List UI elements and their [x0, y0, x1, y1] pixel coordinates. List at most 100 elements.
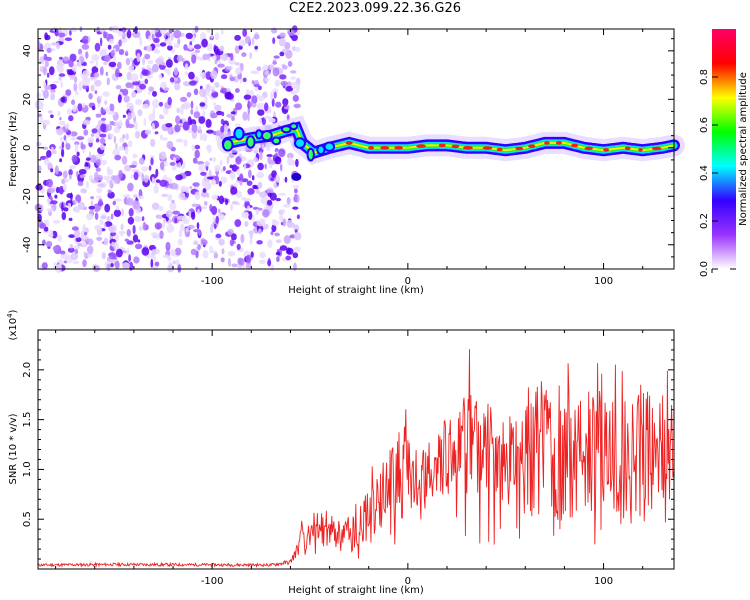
- noise-speckle: [37, 113, 43, 118]
- noise-speckle: [138, 157, 145, 165]
- noise-speckle: [127, 140, 133, 148]
- noise-speckle: [220, 176, 228, 184]
- noise-speckle: [171, 48, 176, 54]
- noise-speckle: [230, 76, 236, 82]
- noise-speckle: [272, 37, 276, 45]
- noise-speckle: [191, 211, 196, 220]
- noise-speckle: [51, 149, 57, 155]
- noise-speckle: [285, 255, 292, 261]
- noise-speckle: [169, 182, 178, 190]
- spectrogram-panel: -100 0 100 -40 -20 0 20 40 Height of straight l…: [8, 25, 685, 296]
- noise-speckle: [106, 215, 111, 224]
- ridge-blob: [233, 126, 245, 141]
- noise-speckle: [292, 159, 295, 166]
- noise-speckle: [94, 79, 102, 87]
- y-tick-label: -20: [22, 188, 33, 204]
- noise-speckle: [121, 155, 128, 165]
- noise-speckle: [139, 37, 143, 46]
- noise-speckle: [257, 162, 264, 171]
- noise-speckle: [264, 163, 268, 170]
- noise-speckle: [105, 71, 109, 76]
- noise-speckle: [167, 125, 174, 135]
- noise-speckle: [103, 61, 108, 65]
- noise-speckle: [167, 72, 171, 75]
- noise-speckle: [133, 194, 138, 199]
- noise-speckle: [175, 174, 184, 181]
- noise-speckle: [188, 210, 191, 219]
- noise-speckle: [165, 59, 173, 68]
- noise-speckle: [234, 219, 242, 228]
- noise-speckle: [144, 53, 151, 60]
- noise-speckle: [256, 66, 262, 72]
- noise-speckle: [121, 262, 130, 270]
- noise-speckle: [169, 202, 177, 211]
- noise-speckle: [124, 238, 129, 242]
- noise-speckle: [292, 185, 300, 190]
- noise-speckle: [258, 228, 262, 235]
- noise-speckle: [235, 88, 240, 93]
- noise-speckle: [83, 129, 89, 136]
- noise-speckle: [84, 232, 88, 236]
- noise-speckle: [266, 199, 273, 206]
- noise-speckle: [266, 189, 274, 193]
- x-tick-label: 100: [594, 276, 613, 287]
- noise-speckle: [282, 98, 289, 106]
- noise-speckle: [46, 178, 53, 188]
- noise-speckle: [218, 195, 225, 205]
- noise-speckle: [294, 47, 301, 52]
- noise-speckle: [279, 74, 287, 80]
- noise-speckle: [183, 139, 188, 147]
- noise-speckle: [64, 123, 70, 129]
- noise-speckle: [239, 180, 243, 186]
- noise-speckle: [257, 95, 265, 102]
- noise-speckle: [290, 70, 297, 74]
- noise-speckle: [222, 166, 226, 171]
- noise-speckle: [68, 59, 74, 68]
- noise-speckle: [130, 110, 136, 119]
- noise-speckle: [194, 144, 201, 150]
- noise-speckle: [81, 102, 86, 108]
- noise-speckle: [82, 224, 86, 232]
- noise-speckle: [123, 95, 130, 103]
- noise-speckle: [59, 258, 62, 268]
- spectrogram-x-label: Height of straight line (km): [288, 285, 424, 296]
- noise-speckle: [280, 163, 283, 172]
- noise-speckle: [278, 192, 286, 196]
- noise-speckle: [66, 108, 72, 115]
- noise-speckle: [190, 108, 194, 115]
- noise-speckle: [67, 247, 75, 253]
- noise-speckle: [196, 222, 200, 230]
- noise-speckle: [193, 229, 200, 233]
- noise-speckle: [110, 213, 114, 220]
- noise-speckle: [290, 90, 298, 95]
- noise-speckle: [95, 167, 101, 172]
- noise-speckle: [176, 55, 183, 62]
- noise-speckle: [87, 35, 91, 43]
- noise-speckle: [64, 178, 70, 183]
- noise-speckle: [279, 213, 284, 222]
- noise-speckle: [61, 178, 66, 184]
- noise-speckle: [177, 264, 182, 273]
- noise-speckle: [46, 187, 55, 194]
- ridge-peak: [416, 144, 426, 148]
- noise-speckle: [170, 248, 176, 257]
- noise-speckle: [197, 208, 200, 215]
- noise-speckle: [274, 79, 281, 87]
- noise-speckle: [166, 141, 174, 150]
- noise-speckle: [259, 191, 267, 198]
- noise-speckle: [167, 194, 173, 202]
- noise-speckle: [119, 137, 125, 143]
- noise-speckle: [152, 63, 159, 73]
- noise-speckle: [253, 34, 260, 40]
- noise-speckle: [104, 124, 113, 132]
- noise-speckle: [113, 241, 119, 251]
- ridge-peak: [345, 141, 353, 145]
- noise-speckle: [71, 63, 77, 73]
- noise-speckle: [173, 67, 179, 76]
- noise-speckle: [158, 151, 167, 160]
- noise-speckle: [167, 264, 175, 273]
- noise-speckle: [159, 42, 167, 47]
- noise-speckle: [211, 194, 219, 200]
- noise-speckle: [165, 40, 172, 44]
- noise-speckle: [115, 142, 118, 150]
